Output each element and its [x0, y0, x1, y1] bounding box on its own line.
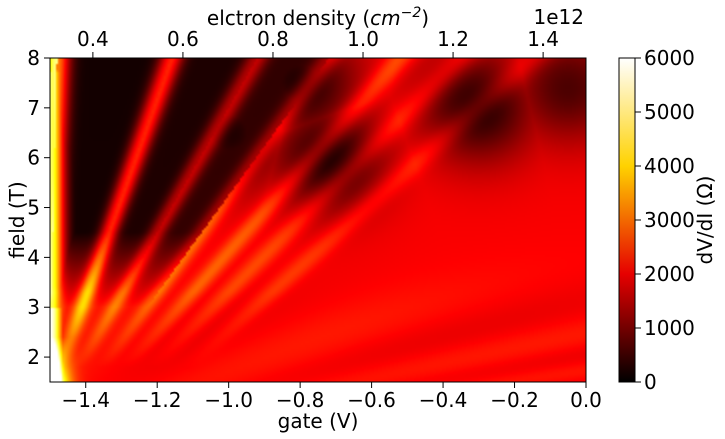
y-tick-label: 4: [27, 245, 40, 269]
top-axis-multiplier: 1e12: [534, 5, 584, 29]
top-axis-label: elctron density (cm−2): [207, 5, 429, 30]
top-tick-label: 1.0: [347, 27, 379, 51]
top-axis-label-suffix: ): [421, 6, 429, 30]
plot-frame: [49, 57, 587, 383]
y-tick-label: 3: [27, 295, 40, 319]
colorbar-tick-label: 6000: [644, 46, 695, 70]
colorbar-tick-label: 2000: [644, 262, 695, 286]
y-tick-label: 7: [27, 96, 40, 120]
x-tick-label: −0.2: [490, 388, 539, 412]
colorbar: 0 1000 2000 3000 4000 5000 6000 dV/dI (Ω): [618, 46, 717, 394]
top-axis-label-prefix: elctron density (: [207, 6, 370, 30]
top-tick-label: 1.4: [527, 27, 559, 51]
colorbar-axis: 0 1000 2000 3000 4000 5000 6000: [635, 46, 695, 394]
x-axis-top: 0.4 0.6 0.8 1.0 1.2 1.4: [77, 27, 559, 58]
colorbar-tick-label: 5000: [644, 100, 695, 124]
x-tick-label: −0.6: [347, 388, 396, 412]
y-axis-label: field (T): [5, 181, 29, 258]
x-tick-label: 0.0: [570, 388, 602, 412]
colorbar-gradient: [618, 57, 636, 383]
x-tick-label: −1.0: [204, 388, 253, 412]
colorbar-tick-label: 0: [644, 370, 657, 394]
top-axis-label-exponent: −2: [401, 5, 422, 21]
top-tick-label: 0.4: [77, 27, 109, 51]
x-tick-label: −0.8: [276, 388, 325, 412]
y-tick-label: 6: [27, 146, 40, 170]
colorbar-tick-label: 4000: [644, 154, 695, 178]
colorbar-tick-label: 1000: [644, 316, 695, 340]
top-tick-label: 0.8: [257, 27, 289, 51]
x-tick-label: −0.4: [419, 388, 468, 412]
colorbar-tick-label: 3000: [644, 208, 695, 232]
y-axis-left: 2 3 4 5 6 7 8: [27, 46, 50, 369]
colorbar-label: dV/dI (Ω): [693, 176, 717, 265]
x-tick-label: −1.4: [61, 388, 110, 412]
top-axis-label-unit: cm: [370, 6, 400, 30]
y-tick-label: 5: [27, 196, 40, 220]
x-tick-label: −1.2: [133, 388, 182, 412]
top-tick-label: 0.6: [167, 27, 199, 51]
x-axis-bottom: −1.4 −1.2 −1.0 −0.8 −0.6 −0.4 −0.2 0.0: [61, 382, 602, 412]
top-tick-label: 1.2: [437, 27, 469, 51]
x-axis-label: gate (V): [278, 409, 359, 433]
y-tick-label: 8: [27, 46, 40, 70]
heatmap-plot-area: [49, 57, 587, 383]
y-tick-label: 2: [27, 345, 40, 369]
heatmap-image: [50, 58, 586, 382]
